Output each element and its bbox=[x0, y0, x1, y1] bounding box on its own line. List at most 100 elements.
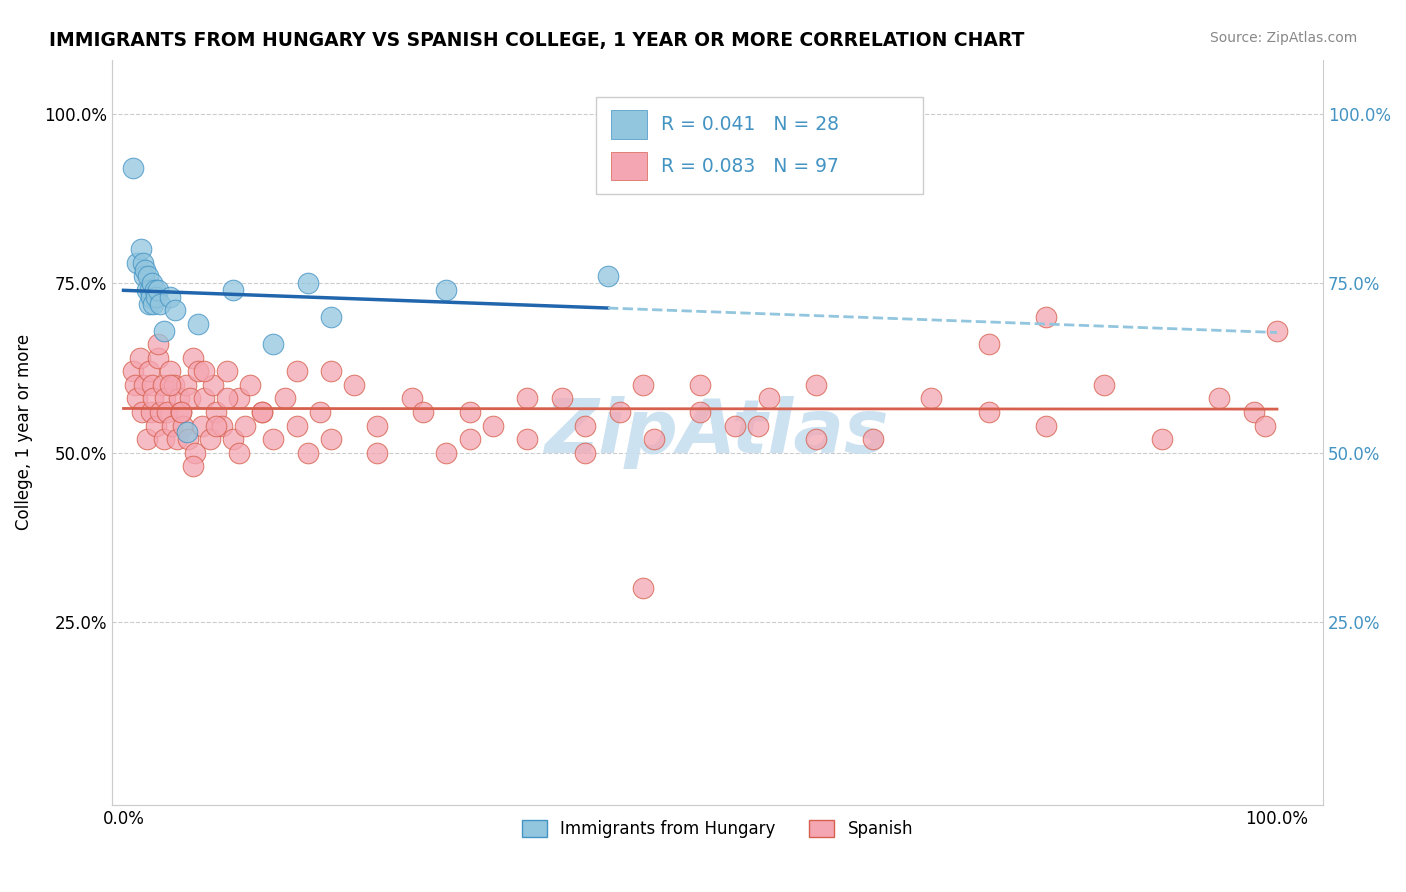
FancyBboxPatch shape bbox=[596, 97, 924, 194]
Point bbox=[285, 418, 308, 433]
Point bbox=[631, 377, 654, 392]
Point bbox=[458, 405, 481, 419]
Point bbox=[804, 432, 827, 446]
Point bbox=[181, 351, 204, 365]
Point bbox=[170, 405, 193, 419]
Point bbox=[233, 418, 256, 433]
Point bbox=[142, 392, 165, 406]
Point bbox=[204, 418, 226, 433]
Point bbox=[132, 256, 155, 270]
Point bbox=[136, 269, 159, 284]
Point bbox=[163, 377, 186, 392]
Point bbox=[153, 324, 176, 338]
Point bbox=[250, 405, 273, 419]
Point bbox=[202, 377, 225, 392]
Point bbox=[176, 425, 198, 440]
Point bbox=[285, 364, 308, 378]
Point bbox=[127, 256, 149, 270]
Point bbox=[141, 277, 163, 291]
Point bbox=[211, 418, 233, 433]
Point bbox=[159, 377, 181, 392]
Point bbox=[274, 392, 297, 406]
Point bbox=[228, 445, 250, 459]
Point bbox=[145, 418, 167, 433]
Point bbox=[146, 337, 169, 351]
Point bbox=[574, 418, 596, 433]
Point bbox=[139, 283, 162, 297]
Point bbox=[262, 337, 284, 351]
Point bbox=[187, 317, 209, 331]
Point bbox=[436, 445, 458, 459]
Point bbox=[516, 432, 538, 446]
Point bbox=[724, 418, 747, 433]
Point bbox=[1035, 310, 1057, 324]
Point bbox=[977, 337, 1000, 351]
Point bbox=[153, 432, 176, 446]
Point bbox=[804, 377, 827, 392]
Point bbox=[128, 351, 150, 365]
Point bbox=[222, 283, 245, 297]
Point bbox=[297, 277, 319, 291]
Point bbox=[156, 405, 179, 419]
Point bbox=[121, 364, 143, 378]
Point bbox=[165, 303, 187, 318]
Point bbox=[596, 269, 619, 284]
Point bbox=[747, 418, 769, 433]
Point bbox=[149, 296, 172, 310]
Point bbox=[181, 459, 204, 474]
Point bbox=[124, 377, 146, 392]
Point bbox=[138, 296, 160, 310]
Point bbox=[481, 418, 503, 433]
Point bbox=[141, 377, 163, 392]
Point bbox=[143, 283, 166, 297]
Point bbox=[191, 418, 214, 433]
Point bbox=[436, 283, 458, 297]
Point bbox=[159, 364, 181, 378]
Point bbox=[131, 405, 153, 419]
FancyBboxPatch shape bbox=[612, 152, 647, 180]
Point bbox=[193, 364, 215, 378]
Point bbox=[366, 418, 388, 433]
Point bbox=[516, 392, 538, 406]
Point bbox=[1150, 432, 1173, 446]
Point bbox=[173, 418, 195, 433]
Point bbox=[167, 392, 190, 406]
Point bbox=[145, 290, 167, 304]
Point bbox=[134, 377, 156, 392]
Point bbox=[184, 445, 207, 459]
Point bbox=[134, 269, 156, 284]
Point bbox=[321, 364, 343, 378]
Legend: Immigrants from Hungary, Spanish: Immigrants from Hungary, Spanish bbox=[516, 814, 920, 845]
Point bbox=[689, 405, 711, 419]
Point bbox=[160, 418, 183, 433]
Point bbox=[152, 377, 174, 392]
Point bbox=[179, 392, 201, 406]
Point bbox=[222, 432, 245, 446]
Text: R = 0.083   N = 97: R = 0.083 N = 97 bbox=[661, 157, 838, 176]
Point bbox=[135, 283, 157, 297]
Text: ZipAtlas: ZipAtlas bbox=[546, 396, 890, 469]
Point bbox=[138, 364, 160, 378]
Point bbox=[343, 377, 366, 392]
Point bbox=[862, 432, 884, 446]
Point bbox=[412, 405, 434, 419]
Point bbox=[217, 364, 239, 378]
Point bbox=[689, 377, 711, 392]
Point bbox=[458, 432, 481, 446]
Point bbox=[1208, 392, 1230, 406]
Point bbox=[758, 392, 780, 406]
Point bbox=[574, 445, 596, 459]
Point bbox=[187, 364, 209, 378]
Point bbox=[121, 161, 143, 175]
Y-axis label: College, 1 year or more: College, 1 year or more bbox=[15, 334, 32, 531]
Point bbox=[977, 405, 1000, 419]
Point bbox=[1254, 418, 1277, 433]
Point bbox=[297, 445, 319, 459]
Point bbox=[134, 262, 156, 277]
Point bbox=[228, 392, 250, 406]
Point bbox=[177, 432, 200, 446]
FancyBboxPatch shape bbox=[612, 111, 647, 138]
Point bbox=[135, 432, 157, 446]
Point bbox=[149, 405, 172, 419]
Point bbox=[1265, 324, 1288, 338]
